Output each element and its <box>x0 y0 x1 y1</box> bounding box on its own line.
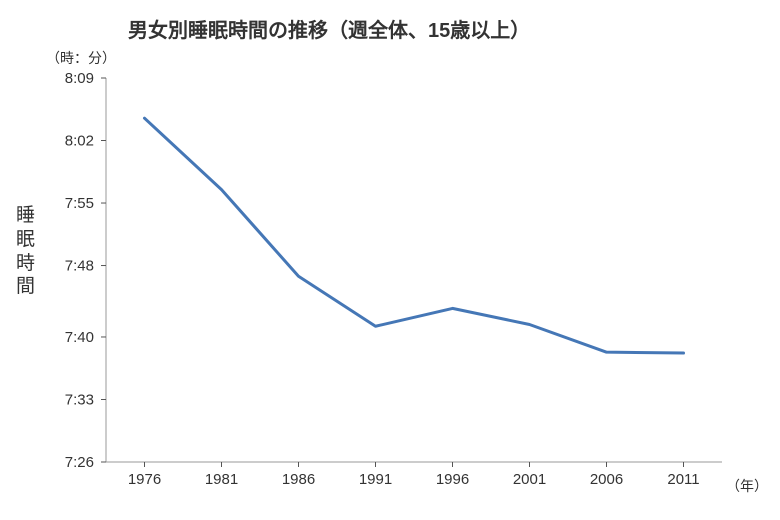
x-tick-label: 2011 <box>667 471 699 488</box>
y-tick-label: 7:26 <box>65 454 94 471</box>
x-tick-label: 1996 <box>436 471 469 488</box>
x-tick-label: 1986 <box>282 471 315 488</box>
y-tick-label: 7:55 <box>65 195 94 212</box>
chart-container: 男女別睡眠時間の推移（週全体、15歳以上） （時：分） （年） 睡眠時間 7:2… <box>0 0 780 520</box>
x-tick-label: 1991 <box>359 471 392 488</box>
y-tick-label: 7:40 <box>65 329 94 346</box>
x-tick-label: 1976 <box>128 471 161 488</box>
x-tick-label: 1981 <box>205 471 238 488</box>
y-tick-label: 7:33 <box>65 391 94 408</box>
data-line <box>145 118 684 353</box>
y-tick-label: 8:09 <box>65 70 94 87</box>
chart-svg: 7:26 7:33 7:40 7:48 7:55 8:02 8:09 1976 1981 1986… <box>0 0 780 520</box>
x-tick-label: 2001 <box>513 471 546 488</box>
y-tick-label: 7:48 <box>65 258 94 275</box>
y-tick-label: 8:02 <box>65 133 94 150</box>
x-tick-label: 2006 <box>590 471 623 488</box>
